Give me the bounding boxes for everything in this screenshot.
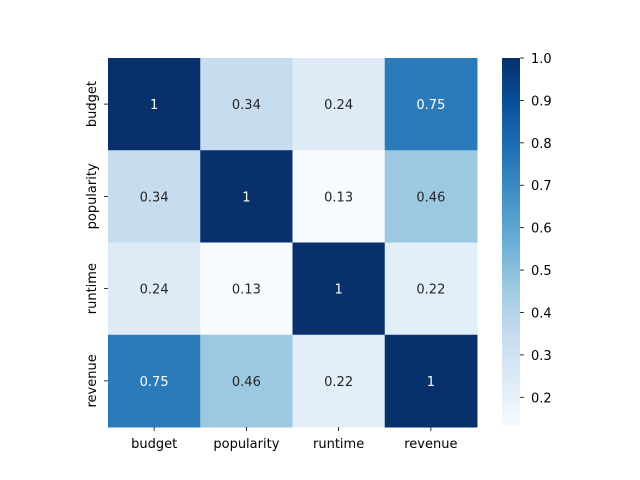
- heatmap-cell: [292, 242, 386, 336]
- x-tick-label: budget: [131, 437, 177, 452]
- x-tick-label: revenue: [404, 437, 457, 452]
- heatmap-cell: [200, 334, 293, 428]
- colorbar-tick-label: 0.3: [531, 349, 552, 364]
- heatmap-cell: [384, 58, 478, 151]
- colorbar-tick-label: 0.4: [531, 306, 552, 321]
- heatmap-cell: [200, 58, 293, 151]
- y-tick-label: revenue: [85, 354, 100, 407]
- y-tick-label: runtime: [85, 263, 100, 314]
- cell-annotation: 1: [427, 375, 435, 390]
- heatmap-cell: [292, 334, 386, 428]
- colorbar-tick-label: 1.0: [531, 52, 552, 67]
- colorbar-tick-label: 0.7: [531, 179, 552, 194]
- x-tick-label: runtime: [313, 437, 364, 452]
- colorbar-tick-label: 0.2: [531, 391, 552, 406]
- cell-annotation: 0.22: [416, 283, 445, 298]
- x-axis-ticks: budget popularity runtime revenue: [131, 427, 457, 452]
- heatmap-cell: [108, 150, 201, 243]
- cell-annotation: 1: [242, 190, 250, 205]
- cell-annotation: 0.24: [140, 283, 169, 298]
- cell-annotation: 0.46: [232, 375, 261, 390]
- cell-annotation: 0.13: [324, 190, 353, 205]
- colorbar-tick-label: 0.6: [531, 222, 552, 237]
- colorbar-tick-label: 0.5: [531, 264, 552, 279]
- heatmap-cell: [108, 334, 201, 428]
- cell-annotation: 0.22: [324, 375, 353, 390]
- y-tick-label: popularity: [85, 163, 100, 229]
- cell-annotation: 0.24: [324, 98, 353, 113]
- heatmap-cells: [108, 58, 478, 428]
- heatmap-cell: [108, 58, 201, 151]
- heatmap-cell: [384, 150, 478, 243]
- cell-annotation: 0.13: [232, 283, 261, 298]
- y-axis-ticks: budget popularity runtime revenue: [85, 81, 108, 407]
- heatmap-cell: [200, 242, 293, 336]
- colorbar-tick-label: 0.8: [531, 137, 552, 152]
- heatmap-cell: [384, 242, 478, 336]
- y-tick-label: budget: [85, 81, 100, 127]
- colorbar: 0.2 0.3 0.4 0.5 0.6 0.7 0.8 0.9 1.0: [502, 52, 552, 427]
- cell-annotation: 1: [334, 283, 342, 298]
- cell-annotation: 1: [150, 98, 158, 113]
- cell-annotation: 0.75: [140, 375, 169, 390]
- heatmap-cell: [292, 58, 386, 151]
- heatmap-cell: [384, 334, 478, 428]
- cell-annotation: 0.46: [416, 190, 445, 205]
- cell-annotation: 0.34: [140, 190, 169, 205]
- cell-annotations: 1 0.34 0.24 0.75 0.34 1 0.13 0.46 0.24 0.13 1 0.22 0…: [140, 98, 446, 390]
- heatmap-cell: [200, 150, 293, 243]
- heatmap-cell: [108, 242, 201, 336]
- colorbar-tick-label: 0.9: [531, 94, 552, 109]
- heatmap-cell: [292, 150, 386, 243]
- x-tick-label: popularity: [213, 437, 279, 452]
- cell-annotation: 0.34: [232, 98, 261, 113]
- colorbar-gradient: [502, 58, 520, 427]
- cell-annotation: 0.75: [416, 98, 445, 113]
